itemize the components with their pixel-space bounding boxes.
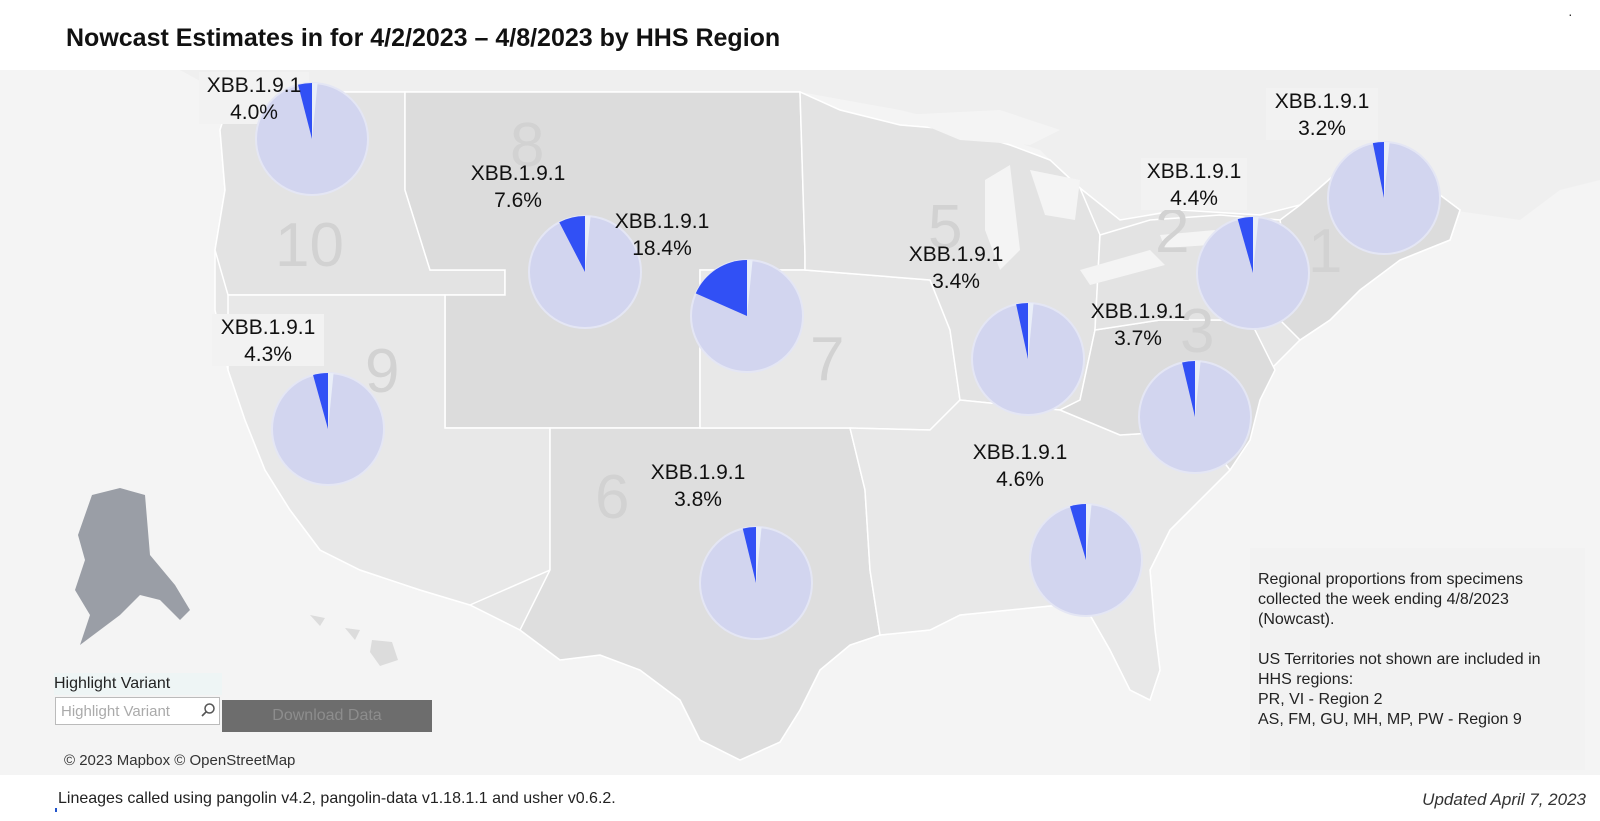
pie-label-background	[212, 314, 324, 366]
pie-minor-slice[interactable]	[585, 216, 591, 272]
download-data-button[interactable]: Download Data	[222, 700, 432, 732]
footer-marker	[55, 808, 57, 812]
pie-label-background	[1266, 88, 1378, 140]
region-number-5: 5	[928, 193, 962, 262]
pie-label-background	[1141, 158, 1247, 210]
page-title: Nowcast Estimates in for 4/2/2023 – 4/8/…	[66, 24, 781, 52]
pie-minor-slice[interactable]	[1384, 142, 1390, 198]
hhs-region-map[interactable]: 10 8 9 7 6 5 2 3 1 XBB.1.9.1 4.0% XBB.1.9.…	[0, 70, 1600, 775]
pie-variant-label: XBB.1.9.1	[973, 441, 1068, 464]
info-territories-heading: US Territories not shown are included in…	[1258, 651, 1541, 688]
pie-percent-label: 4.3%	[244, 343, 292, 366]
pie-variant-label: XBB.1.9.1	[1275, 90, 1370, 113]
great-lakes	[900, 110, 1215, 285]
pie-variant-label: XBB.1.9.1	[221, 316, 316, 339]
map-canvas[interactable]: 10 8 9 7 6 5 2 3 1 XBB.1.9.14.0%XBB.1.9.…	[0, 70, 1600, 775]
region-pie-10[interactable]: XBB.1.9.1 4.0%	[199, 72, 369, 196]
region-9-area[interactable]	[227, 294, 551, 606]
pie-variant-label: XBB.1.9.1	[1147, 160, 1242, 183]
pie-percent-label: 4.6%	[996, 468, 1044, 491]
region-pie-4[interactable]: XBB.1.9.1 4.6%	[973, 441, 1143, 617]
region-pie-1[interactable]: XBB.1.9.1 3.2%	[1266, 88, 1441, 255]
lineage-note: Lineages called using pangolin v4.2, pan…	[58, 790, 616, 807]
region-pie-3[interactable]: XBB.1.9.1 3.7%	[1091, 300, 1252, 474]
pie-minor-slice[interactable]	[747, 260, 753, 316]
pie-minor-slice[interactable]	[1086, 504, 1092, 560]
pie-minor-slice[interactable]	[328, 373, 334, 429]
pie-variant-label: XBB.1.9.1	[471, 162, 566, 185]
pie-minor-slice[interactable]	[1028, 303, 1034, 359]
pie-minor-slice[interactable]	[312, 83, 318, 139]
pie-variant-label: XBB.1.9.1	[1091, 300, 1186, 323]
pie-variant-label: XBB.1.9.1	[909, 243, 1004, 266]
pie-minor-slice[interactable]	[1253, 217, 1259, 273]
pie-highlight-slice[interactable]	[1237, 217, 1253, 273]
info-proportions-note: Regional proportions from specimens coll…	[1258, 571, 1524, 628]
region-pie-6[interactable]: XBB.1.9.1 3.8%	[651, 461, 813, 640]
pie-highlight-slice[interactable]	[1016, 303, 1028, 359]
hawaii-inset	[310, 615, 398, 666]
pie-percent-label: 3.7%	[1114, 327, 1162, 350]
alaska-inset	[75, 488, 190, 645]
pie-percent-label: 4.0%	[230, 101, 278, 124]
pie-highlight-slice[interactable]	[742, 527, 756, 583]
region-pie-2[interactable]: XBB.1.9.1 4.4%	[1141, 158, 1310, 330]
pie-percent-label: 18.4%	[632, 237, 692, 260]
pie-percent-label: 3.2%	[1298, 117, 1346, 140]
corner-mark: ·	[1568, 6, 1573, 22]
region-pie-7[interactable]: XBB.1.9.1 18.4%	[615, 210, 804, 373]
region-number-8: 8	[510, 111, 544, 180]
highlight-variant-input[interactable]	[55, 697, 220, 725]
pie-highlight-slice[interactable]	[1372, 142, 1384, 198]
pie-percent-label: 3.4%	[932, 270, 980, 293]
region-pie-8[interactable]: XBB.1.9.1 7.6%	[471, 162, 642, 329]
map-attribution: © 2023 Mapbox © OpenStreetMap	[64, 752, 296, 769]
pie-variant-label: XBB.1.9.1	[615, 210, 710, 233]
info-panel: Regional proportions from specimens coll…	[1250, 548, 1585, 770]
pie-percent-label: 3.8%	[674, 488, 722, 511]
pie-variant-label: XBB.1.9.1	[651, 461, 746, 484]
pie-minor-slice[interactable]	[1195, 361, 1201, 417]
updated-date: Updated April 7, 2023	[1422, 790, 1586, 809]
pie-highlight-slice[interactable]	[1182, 361, 1195, 417]
pie-highlight-slice[interactable]	[1070, 504, 1086, 560]
pie-percent-label: 4.4%	[1170, 187, 1218, 210]
pie-percent-label: 7.6%	[494, 189, 542, 212]
pie-variant-label: XBB.1.9.1	[207, 74, 302, 97]
info-territory-item: AS, FM, GU, MH, MP, PW - Region 9	[1258, 711, 1522, 728]
pie-highlight-slice[interactable]	[695, 260, 747, 316]
search-icon[interactable]	[200, 702, 216, 718]
info-territory-item: PR, VI - Region 2	[1258, 691, 1383, 708]
region-number-10: 10	[275, 211, 344, 280]
pie-highlight-slice[interactable]	[559, 216, 585, 272]
pie-highlight-slice[interactable]	[298, 83, 312, 139]
pie-minor-slice[interactable]	[756, 527, 762, 583]
region-pie-5[interactable]: XBB.1.9.1 3.4%	[909, 243, 1085, 416]
region-number-7: 7	[810, 325, 844, 394]
region-pie-9[interactable]: XBB.1.9.1 4.3%	[212, 314, 385, 486]
pies-layer: XBB.1.9.1 4.0% XBB.1.9.1 7.6% XBB.1.9.1 18.4%…	[199, 72, 1441, 640]
highlight-variant-label: Highlight Variant	[54, 673, 222, 695]
region-number-6: 6	[595, 463, 629, 532]
pie-highlight-slice[interactable]	[313, 373, 328, 429]
